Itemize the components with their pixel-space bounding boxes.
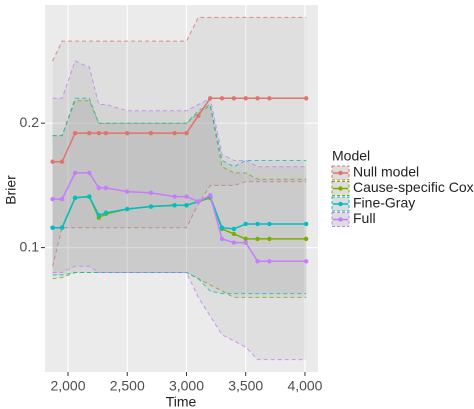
point: [103, 130, 109, 136]
point: [103, 210, 109, 215]
point: [196, 199, 201, 204]
point: [207, 96, 213, 101]
point: [196, 113, 201, 118]
x-tick-label: 4,000: [287, 378, 322, 394]
point: [50, 196, 55, 202]
point: [72, 130, 78, 136]
point: [219, 236, 225, 242]
point: [125, 130, 130, 136]
point: [50, 159, 55, 164]
point: [303, 221, 309, 227]
legend-label: Fine-Gray: [353, 195, 415, 211]
band-lower: [52, 265, 307, 361]
legend-title: Model: [332, 148, 370, 164]
point: [207, 193, 213, 198]
x-tick-label: 3,000: [169, 378, 204, 394]
point: [231, 240, 237, 245]
band-upper: [52, 60, 307, 168]
point: [243, 221, 248, 227]
point: [125, 189, 130, 194]
point: [219, 225, 225, 230]
point: [219, 96, 225, 101]
point: [267, 259, 272, 264]
point: [243, 236, 248, 242]
point: [96, 213, 101, 218]
point: [172, 203, 177, 208]
point: [172, 130, 177, 136]
point: [243, 96, 248, 101]
x-tick-label: 2,000: [50, 378, 85, 394]
point: [255, 259, 260, 264]
point: [184, 194, 189, 199]
legend-key-point: [338, 170, 343, 176]
point: [243, 240, 248, 245]
point: [255, 236, 260, 242]
point: [267, 236, 272, 242]
point: [87, 170, 92, 176]
point: [96, 185, 101, 191]
point: [87, 130, 92, 136]
point: [72, 195, 78, 201]
y-tick-label: 0.1: [20, 238, 40, 254]
band-upper: [52, 16, 307, 62]
point: [148, 204, 154, 209]
point: [303, 236, 309, 242]
point: [59, 196, 65, 202]
point: [184, 203, 189, 208]
point: [148, 190, 154, 196]
point: [50, 225, 55, 230]
point: [303, 259, 309, 264]
y-axis-title: Brier: [3, 175, 19, 205]
legend-key-point: [338, 217, 343, 222]
band-lower: [52, 181, 307, 267]
point: [231, 231, 237, 237]
band-upper: [52, 97, 307, 168]
point: [231, 226, 237, 232]
band: [52, 61, 307, 360]
point: [148, 130, 154, 136]
point: [267, 221, 272, 227]
point: [59, 159, 65, 164]
x-tick-label: 2,500: [110, 378, 145, 394]
point: [303, 96, 309, 101]
x-axis-title: Time: [166, 394, 197, 409]
point: [103, 185, 109, 191]
legend-key-point: [338, 201, 343, 207]
x-tick-label: 3,500: [228, 378, 263, 394]
legend-label: Null model: [353, 164, 419, 180]
line: [52, 172, 307, 263]
point: [72, 170, 78, 176]
point: [125, 206, 130, 212]
band-upper: [52, 100, 307, 180]
legend-label: Cause-specific Cox: [353, 179, 474, 195]
band: [52, 100, 307, 298]
y-tick-label: 0.2: [20, 114, 40, 130]
band: [52, 17, 307, 267]
point: [267, 96, 272, 101]
point: [172, 194, 177, 199]
point: [96, 130, 101, 136]
point: [59, 225, 65, 230]
point: [231, 96, 237, 101]
legend-key-point: [338, 186, 343, 191]
point: [184, 130, 189, 136]
point: [87, 194, 92, 199]
panel: [45, 5, 318, 372]
point: [255, 221, 260, 227]
point: [255, 96, 260, 101]
band-lower: [52, 272, 307, 295]
legend-label: Full: [353, 210, 376, 226]
